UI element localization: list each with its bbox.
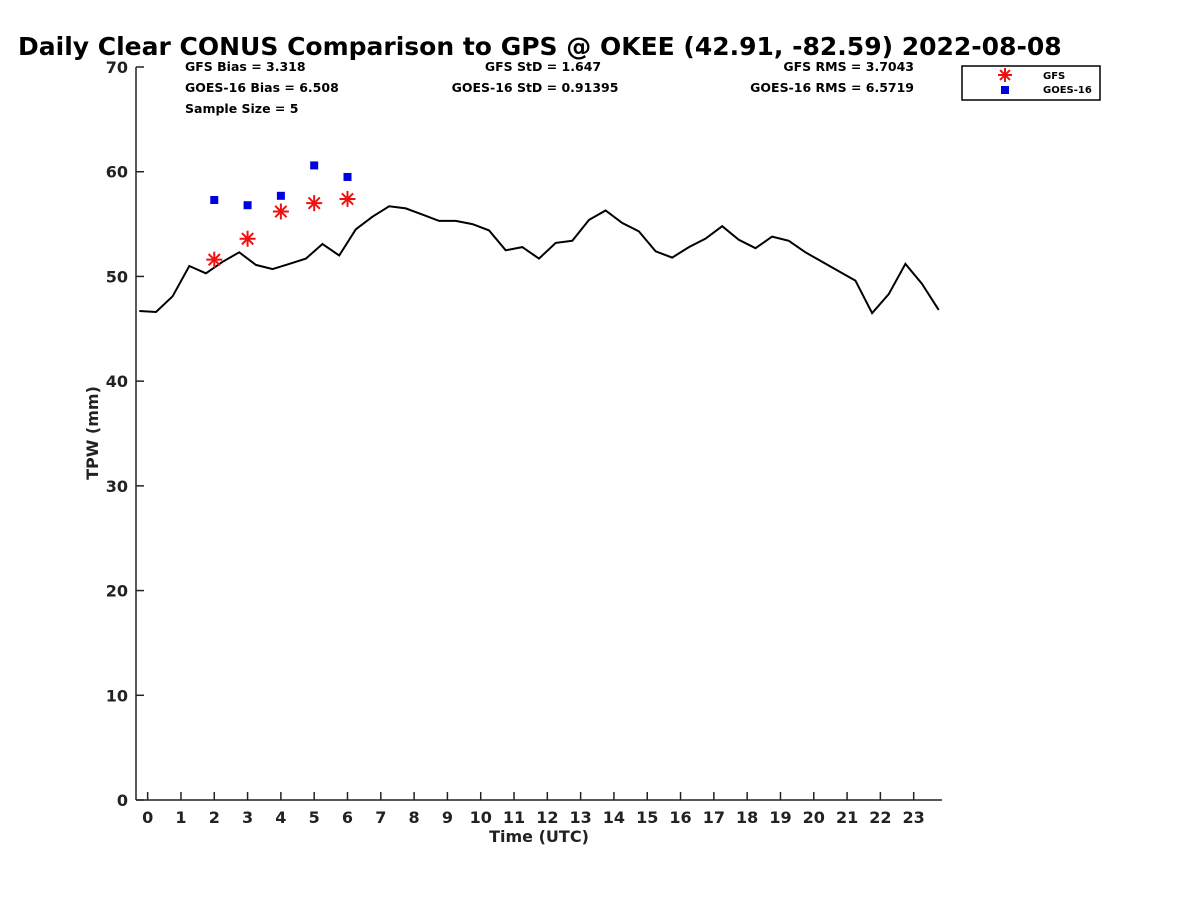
goes16-point [243, 201, 252, 210]
x-tick-label: 23 [903, 808, 925, 827]
x-tick-label: 12 [536, 808, 558, 827]
x-tick-label: 9 [442, 808, 453, 827]
asterisk-stroke [307, 196, 321, 210]
x-tick-label: 8 [409, 808, 420, 827]
x-tick-label: 6 [342, 808, 353, 827]
asterisk-stroke [999, 69, 1011, 81]
x-tick-label: 16 [669, 808, 691, 827]
stat-gfs-rms: GFS RMS = 3.7043 [783, 59, 914, 74]
x-tick-label: 0 [142, 808, 153, 827]
stat-goes-rms: GOES-16 RMS = 6.5719 [750, 80, 914, 95]
x-tick-label: 18 [736, 808, 758, 827]
legend-goes-label: GOES-16 [1043, 85, 1092, 96]
legend-gfs-marker [998, 68, 1012, 82]
x-tick-label: 22 [869, 808, 891, 827]
asterisk-stroke [241, 232, 254, 246]
x-tick-label: 21 [836, 808, 858, 827]
x-tick-label: 5 [309, 808, 320, 827]
x-tick-label: 3 [242, 808, 253, 827]
gps-line [139, 205, 940, 315]
y-tick-label: 40 [106, 372, 128, 391]
x-tick-label: 17 [703, 808, 725, 827]
x-tick-label: 2 [209, 808, 220, 827]
goes16-point [343, 172, 352, 181]
asterisk-stroke [207, 253, 221, 267]
gfs-point [272, 203, 289, 220]
x-tick-label: 1 [175, 808, 186, 827]
stat-gfs-std: GFS StD = 1.647 [485, 59, 601, 74]
goes16-point [276, 191, 285, 200]
gfs-point [239, 230, 256, 247]
y-tick-label: 70 [106, 58, 128, 77]
x-tick-label: 15 [636, 808, 658, 827]
x-tick-label: 20 [803, 808, 825, 827]
x-tick-label: 10 [470, 808, 492, 827]
plot-area [139, 161, 940, 315]
legend-goes-symbol [1001, 86, 1009, 94]
x-tick-label: 4 [275, 808, 286, 827]
x-tick-label: 14 [603, 808, 625, 827]
x-axis-label: Time (UTC) [489, 827, 589, 846]
stat-goes-bias: GOES-16 Bias = 6.508 [185, 80, 339, 95]
legend-goes-marker [1001, 86, 1009, 94]
y-tick-label: 20 [106, 582, 128, 601]
y-axis-label: TPW (mm) [83, 386, 102, 480]
stat-gfs-bias: GFS Bias = 3.318 [185, 59, 306, 74]
x-tick-label: 7 [375, 808, 386, 827]
y-tick-label: 30 [106, 477, 128, 496]
y-tick-label: 50 [106, 267, 128, 286]
gfs-point [339, 190, 356, 207]
goes16-point [310, 161, 319, 170]
goes16-point [210, 195, 219, 204]
legend: GFS GOES-16 [961, 65, 1101, 101]
x-tick-label: 19 [769, 808, 791, 827]
legend-box [961, 65, 1101, 101]
asterisk-stroke [341, 192, 354, 206]
chart-title: Daily Clear CONUS Comparison to GPS @ OK… [18, 32, 1062, 61]
legend-gfs-symbol [998, 68, 1012, 82]
x-tick-label: 11 [503, 808, 525, 827]
stat-goes-std: GOES-16 StD = 0.91395 [452, 80, 619, 95]
asterisk-stroke [274, 205, 288, 218]
legend-gfs-label: GFS [1043, 71, 1065, 82]
y-tick-label: 10 [106, 686, 128, 705]
y-tick-label: 0 [117, 791, 128, 810]
gfs-point [206, 251, 223, 268]
gfs-point [306, 195, 323, 212]
x-tick-label: 13 [569, 808, 591, 827]
stat-sample-size: Sample Size = 5 [185, 101, 298, 116]
y-tick-label: 60 [106, 163, 128, 182]
